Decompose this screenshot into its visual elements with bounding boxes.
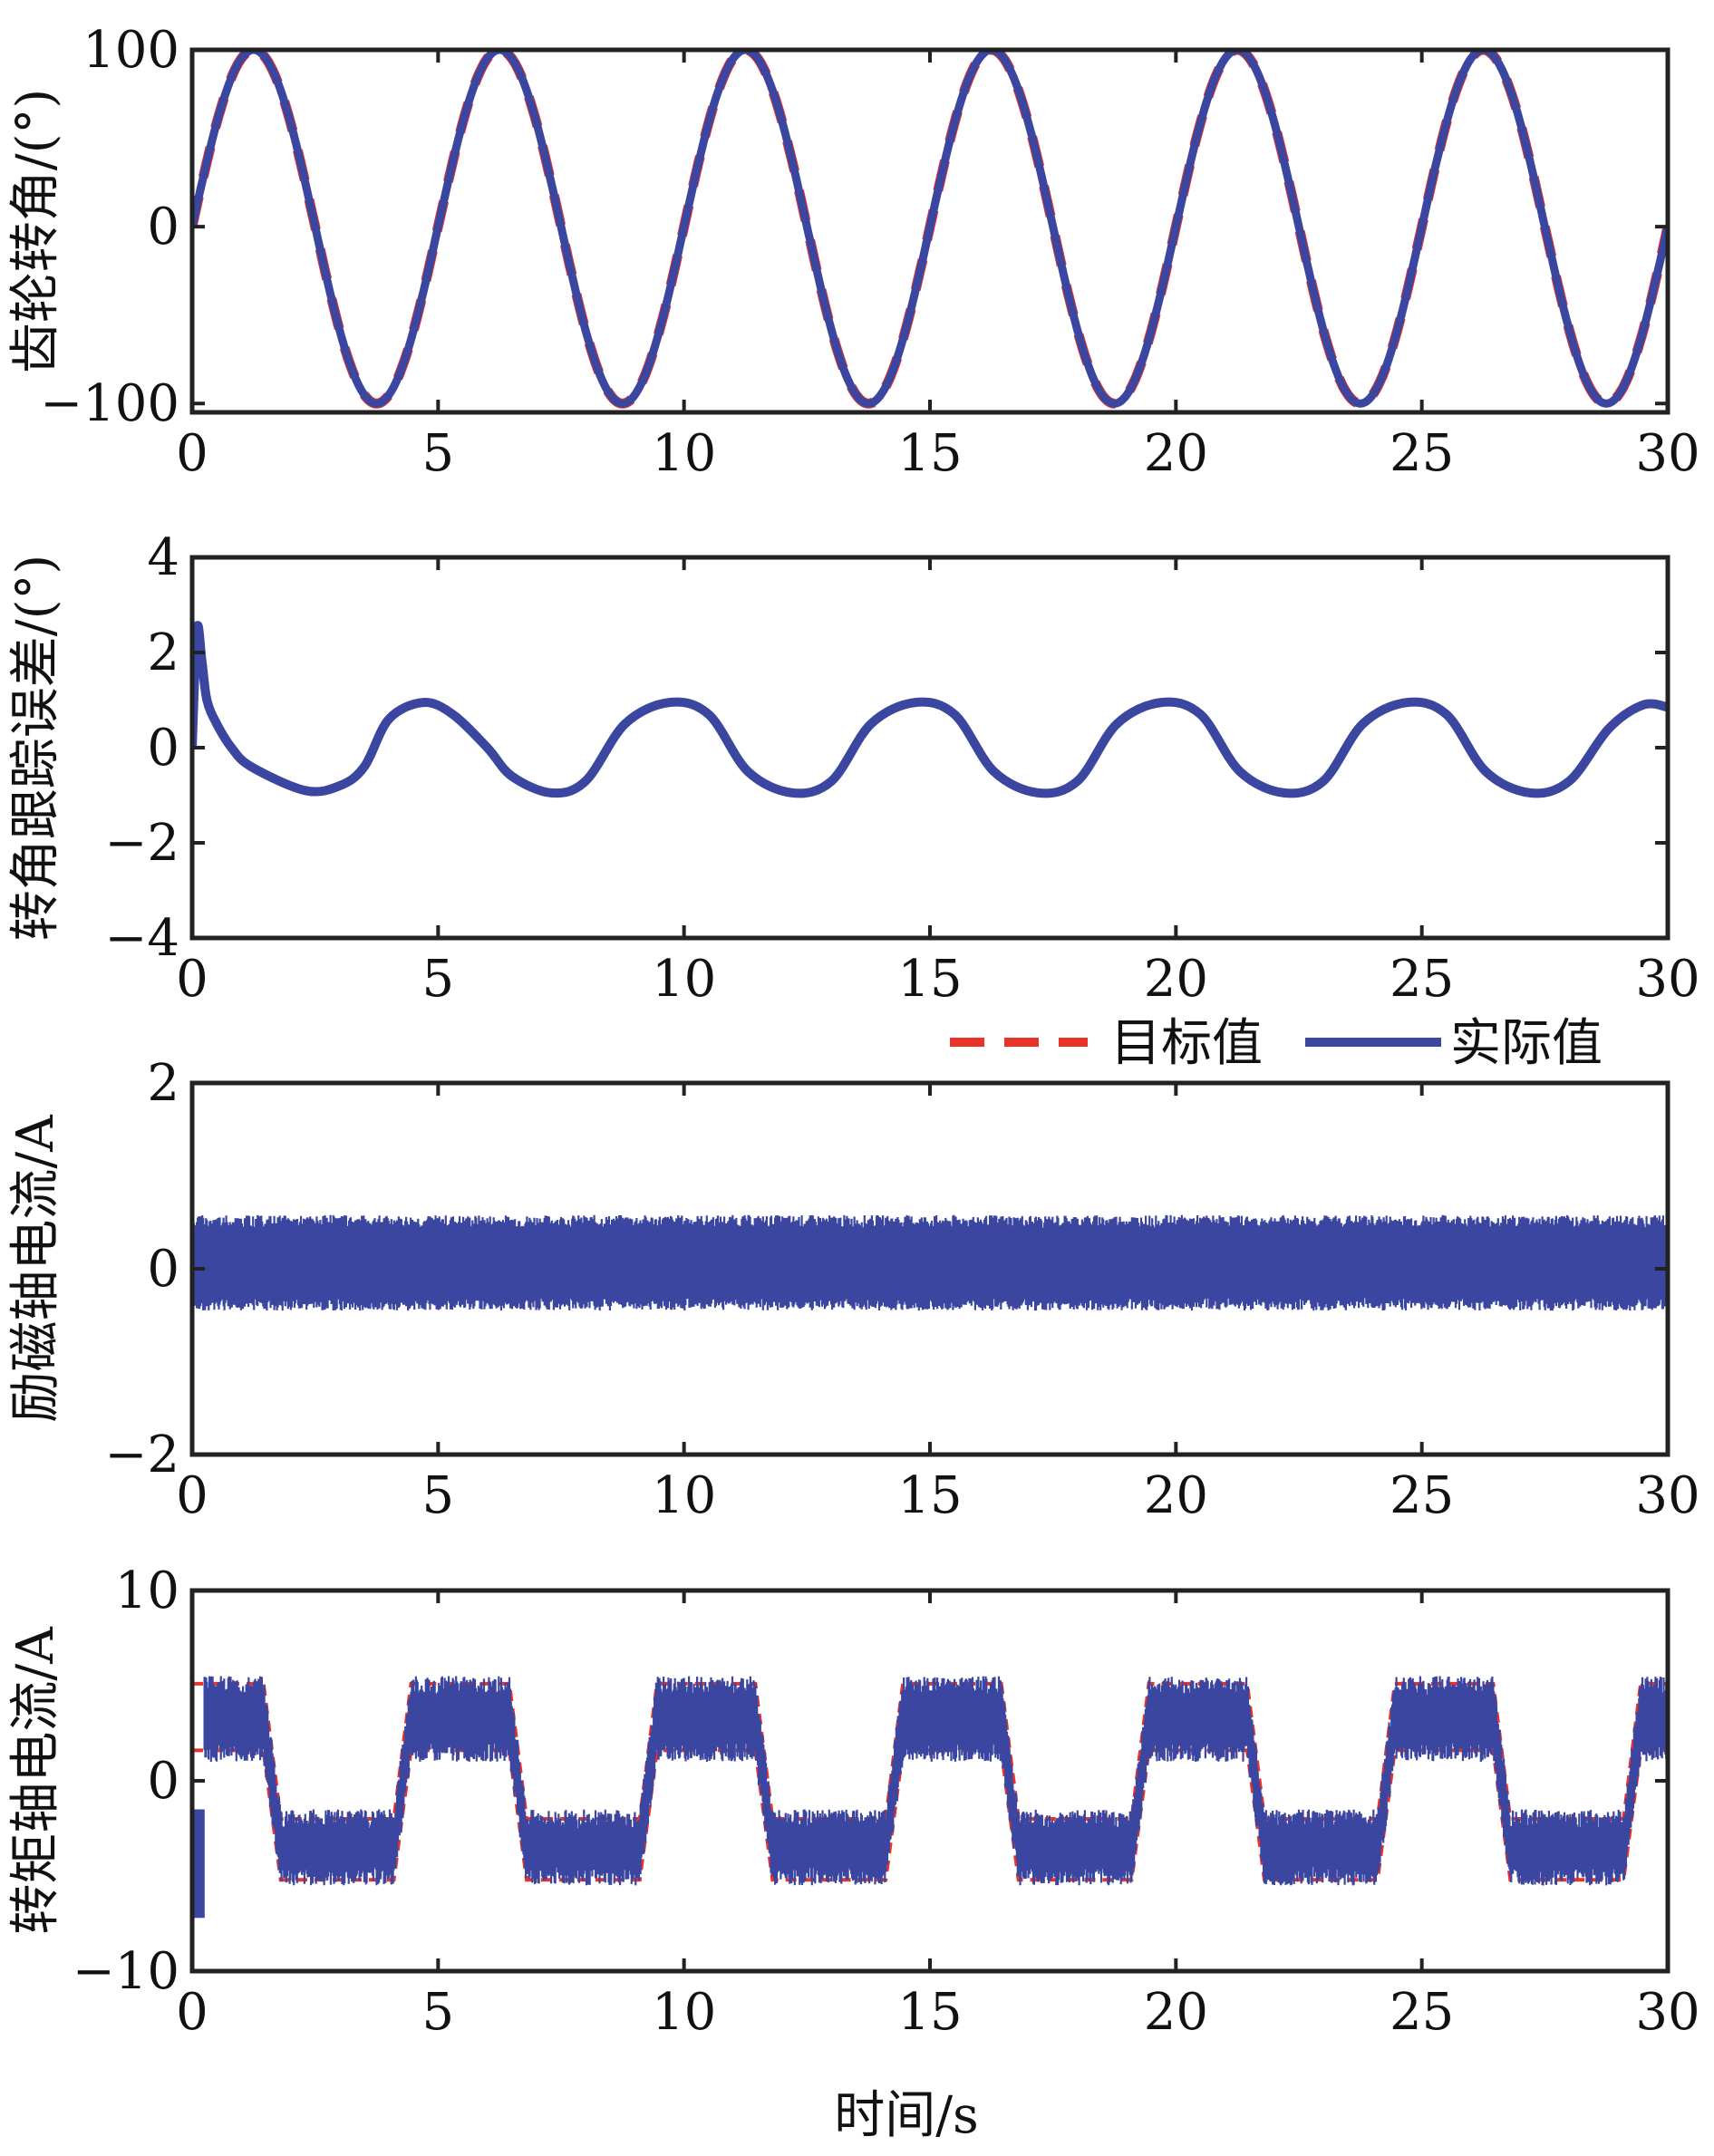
legend-actual-label: 实际值 <box>1450 1014 1603 1073</box>
x-tick-label: 10 <box>652 1983 716 2042</box>
x-tick-label: 0 <box>176 950 208 1009</box>
x-tick-label: 30 <box>1635 950 1699 1009</box>
x-tick-label: 0 <box>176 424 208 483</box>
y-axis-label: 齿轮转角/(°) <box>6 89 65 374</box>
y-tick-label: −4 <box>104 909 179 968</box>
y-axis-label: 转矩轴电流/A <box>6 1627 65 1935</box>
plot-area <box>192 1214 1668 1311</box>
y-tick-label: 4 <box>147 528 179 587</box>
series-target-line-lower <box>192 1748 1668 1882</box>
x-tick-label: 25 <box>1390 424 1454 483</box>
y-tick-label: 0 <box>147 198 179 256</box>
x-tick-label: 5 <box>422 1983 455 2042</box>
series-actual-line <box>192 621 1668 798</box>
y-tick-label: 100 <box>82 21 179 80</box>
x-axis-label: 时间/s <box>834 2086 979 2145</box>
plot-area <box>192 1676 1668 1919</box>
x-tick-label: 0 <box>176 1466 208 1525</box>
x-tick-label: 10 <box>652 950 716 1009</box>
x-tick-label: 30 <box>1635 1466 1699 1525</box>
x-tick-label: 25 <box>1390 1466 1454 1525</box>
x-tick-label: 30 <box>1635 1983 1699 2042</box>
x-tick-label: 15 <box>897 1983 962 2042</box>
series-actual-line <box>192 50 1668 408</box>
x-tick-label: 25 <box>1390 1983 1454 2042</box>
x-tick-label: 15 <box>897 1466 962 1525</box>
axes-frame <box>189 1588 1670 1974</box>
plot-area <box>192 50 1668 409</box>
x-tick-label: 25 <box>1390 950 1454 1009</box>
x-tick-label: 5 <box>422 950 455 1009</box>
y-tick-label: −10 <box>73 1942 179 2001</box>
y-tick-label: 2 <box>147 624 179 682</box>
x-tick-label: 10 <box>652 424 716 483</box>
y-tick-label: 0 <box>147 1240 179 1299</box>
plot-area <box>192 621 1668 798</box>
x-tick-label: 10 <box>652 1466 716 1525</box>
y-tick-label: 10 <box>115 1561 179 1620</box>
y-tick-label: 0 <box>147 719 179 778</box>
x-tick-label: 15 <box>897 950 962 1009</box>
x-tick-label: 5 <box>422 1466 455 1525</box>
y-tick-label: −2 <box>104 814 179 873</box>
x-tick-label: 0 <box>176 1983 208 2042</box>
x-tick-label: 20 <box>1144 950 1208 1009</box>
x-tick-label: 15 <box>897 424 962 483</box>
y-axis-label: 励磁轴电流/A <box>6 1115 65 1423</box>
y-tick-label: −100 <box>40 374 179 433</box>
x-tick-label: 20 <box>1144 1466 1208 1525</box>
x-tick-label: 5 <box>422 424 455 483</box>
x-tick-label: 20 <box>1144 1983 1208 2042</box>
legend-target-label: 目标值 <box>1110 1014 1263 1073</box>
series-actual-line <box>192 1676 1668 1919</box>
y-tick-label: −2 <box>104 1426 179 1484</box>
y-axis-label: 转角跟踪误差/(°) <box>6 555 65 942</box>
legend: 目标值 实际值 <box>950 1014 1603 1073</box>
y-tick-label: 0 <box>147 1752 179 1811</box>
y-tick-label: 2 <box>147 1054 179 1113</box>
x-tick-label: 30 <box>1635 424 1699 483</box>
series-actual-line <box>192 1214 1668 1311</box>
x-tick-label: 20 <box>1144 424 1208 483</box>
axes-frame <box>189 555 1670 941</box>
